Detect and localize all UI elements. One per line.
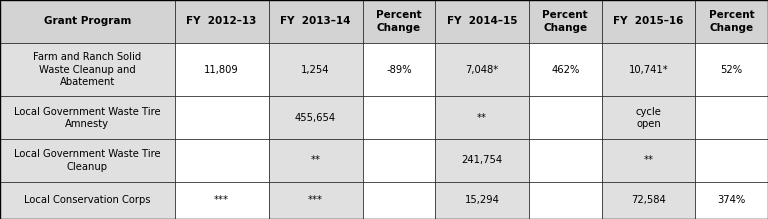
Text: **: ** xyxy=(644,155,654,165)
Text: 455,654: 455,654 xyxy=(295,113,336,123)
Bar xyxy=(696,0,768,43)
Text: 374%: 374% xyxy=(717,195,746,205)
Bar xyxy=(174,182,269,219)
Text: **: ** xyxy=(310,155,320,165)
Bar xyxy=(362,182,435,219)
Bar xyxy=(601,96,696,139)
Bar xyxy=(0,139,174,182)
Bar xyxy=(529,139,601,182)
Bar xyxy=(0,182,174,219)
Text: 52%: 52% xyxy=(720,65,743,74)
Bar xyxy=(174,96,269,139)
Bar xyxy=(435,0,529,43)
Bar xyxy=(529,182,601,219)
Text: Percent
Change: Percent Change xyxy=(542,10,588,33)
Text: Farm and Ranch Solid
Waste Cleanup and
Abatement: Farm and Ranch Solid Waste Cleanup and A… xyxy=(33,52,141,87)
Text: ***: *** xyxy=(214,195,229,205)
Bar xyxy=(529,0,601,43)
Text: Local Government Waste Tire
Cleanup: Local Government Waste Tire Cleanup xyxy=(14,149,161,172)
Bar xyxy=(601,139,696,182)
Bar xyxy=(529,96,601,139)
Bar xyxy=(601,0,696,43)
Text: 72,584: 72,584 xyxy=(631,195,666,205)
Bar xyxy=(174,43,269,96)
Bar xyxy=(529,43,601,96)
Bar xyxy=(435,139,529,182)
Bar xyxy=(601,182,696,219)
Bar xyxy=(269,182,362,219)
Text: -89%: -89% xyxy=(386,65,412,74)
Bar xyxy=(269,139,362,182)
Text: 15,294: 15,294 xyxy=(465,195,499,205)
Bar xyxy=(174,139,269,182)
Text: 462%: 462% xyxy=(551,65,580,74)
Bar xyxy=(696,139,768,182)
Bar xyxy=(269,43,362,96)
Bar xyxy=(362,96,435,139)
Text: Local Conservation Corps: Local Conservation Corps xyxy=(24,195,151,205)
Bar xyxy=(269,96,362,139)
Bar xyxy=(174,0,269,43)
Bar xyxy=(435,182,529,219)
Text: 7,048*: 7,048* xyxy=(465,65,498,74)
Text: ***: *** xyxy=(308,195,323,205)
Bar xyxy=(0,0,174,43)
Bar xyxy=(0,96,174,139)
Text: Percent
Change: Percent Change xyxy=(709,10,754,33)
Bar xyxy=(696,96,768,139)
Text: FY  2013–14: FY 2013–14 xyxy=(280,16,351,26)
Bar xyxy=(435,96,529,139)
Text: FY  2012–13: FY 2012–13 xyxy=(187,16,257,26)
Bar xyxy=(435,43,529,96)
Text: Grant Program: Grant Program xyxy=(44,16,131,26)
Text: 11,809: 11,809 xyxy=(204,65,239,74)
Bar xyxy=(601,43,696,96)
Text: Percent
Change: Percent Change xyxy=(376,10,422,33)
Text: 10,741*: 10,741* xyxy=(629,65,668,74)
Bar xyxy=(0,43,174,96)
Text: 1,254: 1,254 xyxy=(301,65,329,74)
Text: cycle
open: cycle open xyxy=(636,106,661,129)
Bar xyxy=(696,43,768,96)
Bar xyxy=(362,139,435,182)
Bar xyxy=(362,0,435,43)
Bar xyxy=(269,0,362,43)
Bar xyxy=(696,182,768,219)
Text: FY  2014–15: FY 2014–15 xyxy=(447,16,518,26)
Text: FY  2015–16: FY 2015–16 xyxy=(614,16,684,26)
Text: Local Government Waste Tire
Amnesty: Local Government Waste Tire Amnesty xyxy=(14,106,161,129)
Bar xyxy=(362,43,435,96)
Text: 241,754: 241,754 xyxy=(462,155,502,165)
Text: **: ** xyxy=(477,113,487,123)
